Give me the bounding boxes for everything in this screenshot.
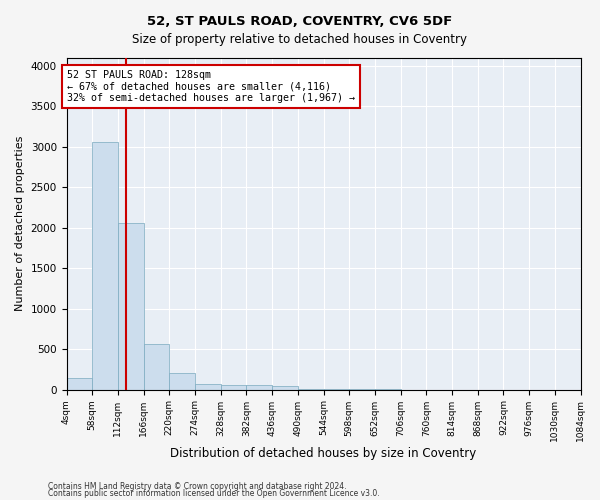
Bar <box>221 385 247 390</box>
Text: 52, ST PAULS ROAD, COVENTRY, CV6 5DF: 52, ST PAULS ROAD, COVENTRY, CV6 5DF <box>148 15 452 28</box>
Bar <box>195 384 221 390</box>
Text: Contains HM Land Registry data © Crown copyright and database right 2024.: Contains HM Land Registry data © Crown c… <box>48 482 347 491</box>
Bar <box>67 378 92 390</box>
Bar <box>298 389 323 390</box>
Text: Contains public sector information licensed under the Open Government Licence v3: Contains public sector information licen… <box>48 489 380 498</box>
Text: 52 ST PAULS ROAD: 128sqm
← 67% of detached houses are smaller (4,116)
32% of sem: 52 ST PAULS ROAD: 128sqm ← 67% of detach… <box>67 70 355 103</box>
Bar <box>272 386 298 390</box>
Y-axis label: Number of detached properties: Number of detached properties <box>15 136 25 311</box>
Bar <box>143 344 169 390</box>
Text: Size of property relative to detached houses in Coventry: Size of property relative to detached ho… <box>133 32 467 46</box>
X-axis label: Distribution of detached houses by size in Coventry: Distribution of detached houses by size … <box>170 447 476 460</box>
Bar <box>247 385 272 390</box>
Bar <box>169 374 195 390</box>
Bar <box>92 142 118 390</box>
Bar <box>118 222 143 390</box>
